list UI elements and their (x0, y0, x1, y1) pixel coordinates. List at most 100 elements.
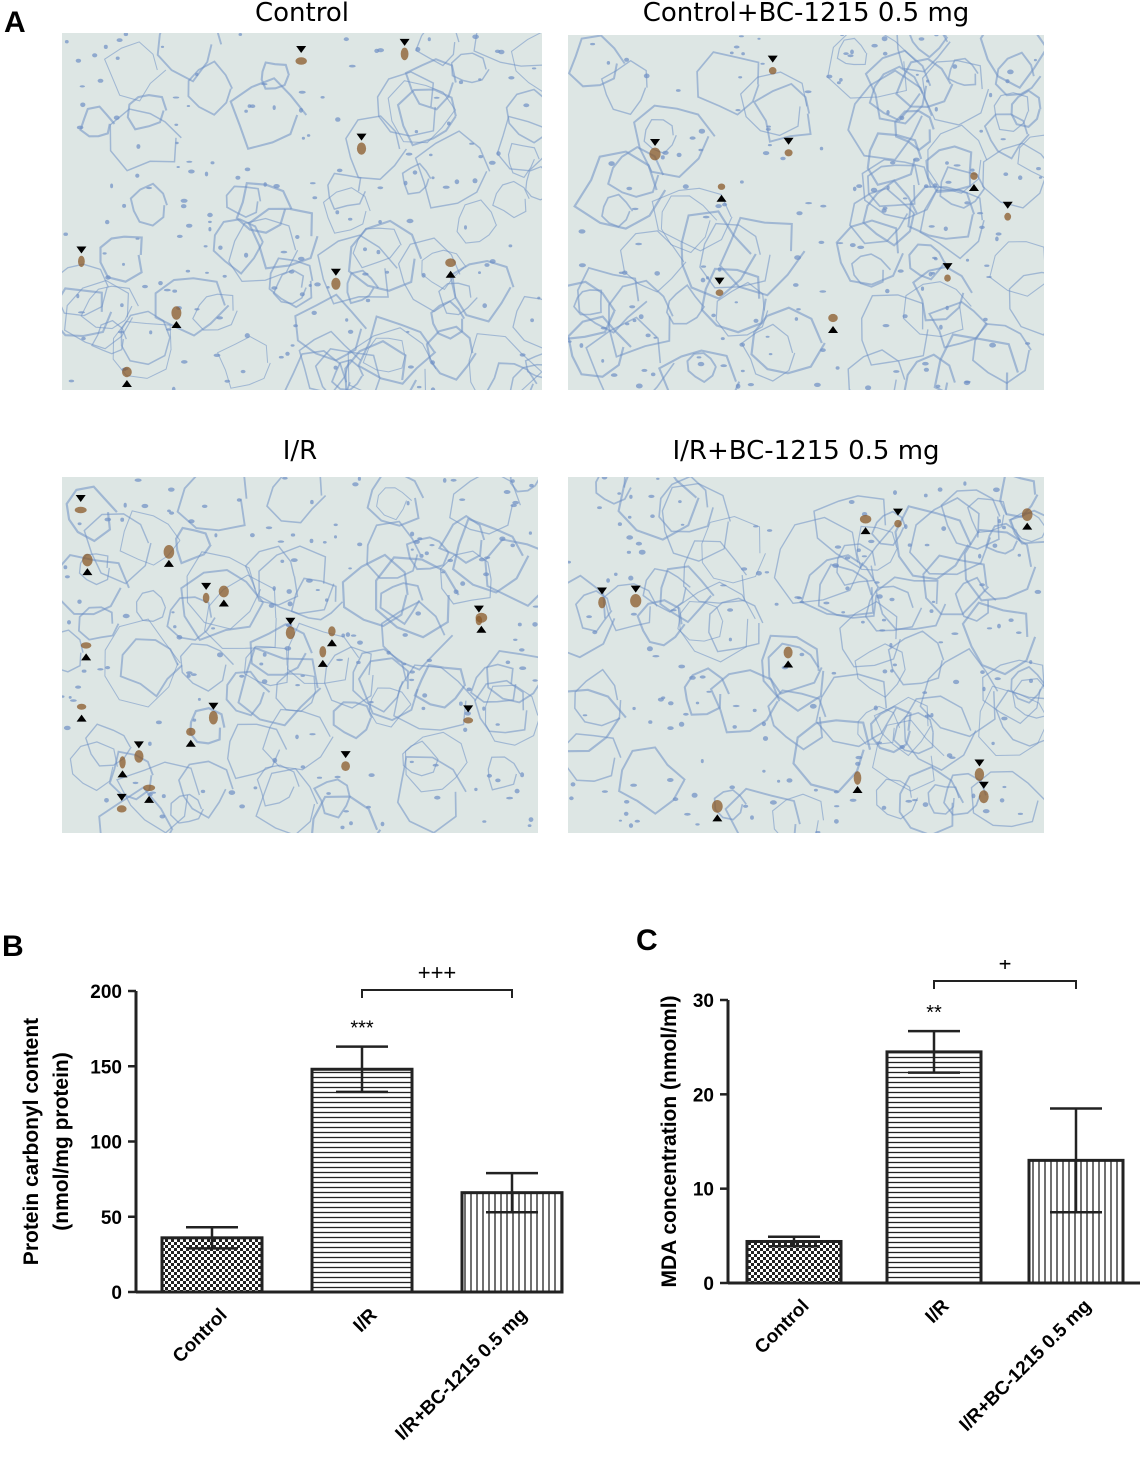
arrowhead-marker (76, 714, 87, 722)
arrowhead-marker (978, 781, 989, 789)
category-label: Control (169, 1305, 232, 1368)
category-label: I/R+BC-1215 0.5 mg (392, 1305, 532, 1445)
stained-cell (331, 277, 341, 290)
category-label: I/R+BC-1215 0.5 mg (956, 1296, 1096, 1436)
stained-cell (218, 585, 229, 598)
bar-2 (885, 1050, 983, 1285)
stained-cell (328, 626, 336, 637)
arrowhead-marker (828, 326, 839, 334)
stained-cell (894, 519, 902, 528)
stained-cell (134, 750, 144, 763)
chart-mda-concentration: 0 10 20 30 MDA concentration (nmol/ml) Contro… (658, 960, 1140, 1436)
arrowhead-marker (133, 741, 144, 749)
comparison-bracket (361, 989, 513, 998)
stained-cell (978, 790, 989, 804)
panel-letter-c: C (636, 924, 658, 957)
arrowhead-marker (208, 702, 219, 710)
arrowhead-marker (144, 795, 155, 803)
arrowhead-marker (476, 625, 487, 633)
stained-cell (356, 142, 367, 155)
comparison-bracket (933, 980, 1077, 989)
arrowhead-marker (326, 639, 337, 647)
arrowhead-marker (171, 321, 182, 329)
significance-stars: *** (350, 1018, 374, 1040)
micrograph-ir-bc1215 (568, 477, 1044, 833)
arrowhead-marker (463, 705, 474, 713)
arrowhead-marker (1002, 201, 1013, 209)
arrowhead-marker (330, 268, 341, 276)
stained-cell (768, 67, 777, 75)
significance-stars: ** (926, 1002, 942, 1024)
bar-1 (745, 1239, 843, 1285)
arrowhead-marker (716, 194, 727, 202)
arrowhead-marker (596, 587, 607, 595)
stained-cell (463, 717, 474, 724)
arrowhead-marker (974, 759, 985, 767)
stained-cell (715, 289, 724, 296)
comparison-annotation: + (999, 960, 1012, 976)
y-axis-label: Protein carbonyl content (nmol/mg protein… (20, 1018, 73, 1265)
stained-cell (208, 710, 218, 725)
panel-letter-b: B (2, 930, 24, 963)
arrowhead-marker (783, 137, 794, 145)
micrograph-title-ir-bc1215: I/R+BC-1215 0.5 mg (672, 436, 940, 466)
arrowhead-marker (75, 494, 86, 502)
stained-cell (711, 800, 723, 813)
stained-cell (717, 183, 726, 190)
micrograph-title-control-bc1215: Control+BC-1215 0.5 mg (642, 0, 970, 28)
arrowhead-marker (445, 270, 456, 278)
arrowhead-marker (714, 277, 725, 285)
stained-cell (784, 149, 793, 157)
arrowhead-marker (340, 751, 351, 759)
alveolar-network (62, 477, 538, 833)
arrowhead-marker (218, 599, 229, 607)
arrowhead-marker (356, 133, 367, 141)
stained-cell (649, 147, 661, 161)
y-tick-label: 50 (101, 1208, 122, 1229)
arrowhead-marker (201, 582, 212, 590)
arrowhead-marker (82, 568, 93, 576)
stained-cell (859, 514, 872, 524)
stained-cell (76, 703, 87, 710)
alveolar-network (568, 477, 1044, 833)
y-tick-label: 30 (693, 991, 714, 1012)
y-tick-label: 20 (693, 1085, 714, 1106)
stained-cell (78, 255, 85, 268)
category-label: I/R (350, 1304, 382, 1336)
stained-cell (475, 615, 483, 626)
bar-2 (310, 1067, 414, 1294)
y-tick-label: 0 (703, 1274, 714, 1295)
comparison-annotation: +++ (418, 960, 457, 985)
stained-cell (828, 313, 838, 323)
y-tick-label: 0 (111, 1283, 122, 1304)
stained-cell (853, 771, 862, 785)
arrowhead-marker (852, 786, 863, 794)
arrowhead-marker (285, 617, 296, 625)
arrowhead-marker (116, 793, 127, 801)
arrowhead-marker (121, 380, 132, 388)
stained-cell (445, 258, 456, 267)
arrowhead-marker (81, 653, 92, 661)
arrowhead-marker (968, 184, 979, 192)
y-tick-label: 150 (90, 1057, 122, 1078)
arrowhead-marker (473, 605, 484, 613)
stained-cell (295, 57, 307, 65)
stained-cell (1004, 212, 1012, 221)
stained-cell (202, 592, 210, 604)
micrograph-title-control: Control (255, 0, 349, 28)
stained-cell (630, 594, 642, 608)
stained-cell (186, 727, 196, 736)
stained-cell (285, 626, 295, 640)
stained-cell (143, 784, 156, 791)
stained-cell (783, 646, 793, 659)
micrograph-control (62, 33, 542, 390)
chart-protein-carbonyl: 0 50 100 150 200 Protein carbonyl content (nmo… (20, 960, 564, 1445)
arrowhead-marker (185, 739, 196, 747)
arrowhead-marker (76, 246, 87, 254)
stained-cell (944, 274, 951, 282)
stained-cell (119, 756, 126, 769)
stained-cell (116, 805, 127, 813)
micrograph-ir (62, 477, 538, 833)
stained-cell (319, 646, 327, 658)
stained-cell (82, 553, 93, 567)
